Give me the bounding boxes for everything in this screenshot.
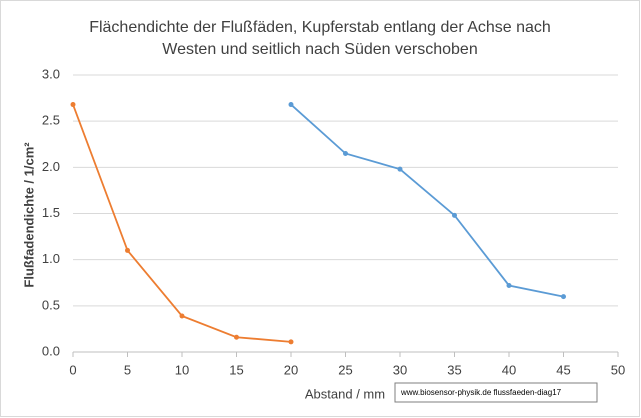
annotation-box	[394, 382, 598, 403]
x-tick-label: 15	[229, 362, 243, 377]
x-tick-label: 50	[611, 362, 625, 377]
point	[397, 166, 403, 172]
point	[288, 102, 294, 108]
x-tick-label: 20	[284, 362, 298, 377]
point	[452, 212, 457, 218]
chart-title: Flächendichte der Flußfäden, Kupferstab …	[89, 19, 551, 36]
point	[561, 294, 566, 300]
y-tick-label: 1.0	[42, 251, 60, 266]
point	[234, 334, 239, 340]
annotation: www.biosensor-physik.de flussfaeden-diag…	[400, 388, 562, 397]
y-tick-label: 3.0	[42, 66, 60, 81]
chart-title: Westen und seitlich nach Süden verschobe…	[162, 41, 477, 58]
point	[288, 339, 294, 345]
y-tick-label: 2.5	[42, 113, 60, 128]
x-tick-label: 0	[69, 362, 76, 377]
y-tick-label: 1.5	[42, 205, 60, 220]
y-axis-label: Flußfadendichte / 1/cm²	[21, 142, 36, 288]
line	[290, 103, 564, 298]
y-tick-label: 0.0	[42, 343, 60, 358]
point	[506, 283, 512, 289]
x-tick-label: 40	[502, 362, 516, 377]
x-tick-label: 5	[124, 362, 131, 377]
x-tick-label: 10	[175, 362, 189, 377]
y-tick-label: 0.5	[42, 297, 60, 312]
point	[70, 102, 76, 108]
point	[179, 313, 185, 319]
point	[343, 150, 348, 156]
x-tick-label: 30	[393, 362, 407, 377]
y-tick-label: 2.0	[42, 159, 60, 174]
point	[125, 247, 130, 253]
x-axis-label: Abstand / mm	[305, 386, 385, 401]
x-tick-label: 25	[338, 362, 352, 377]
x-tick-label: 45	[556, 362, 570, 377]
x-tick-label: 35	[447, 362, 461, 377]
